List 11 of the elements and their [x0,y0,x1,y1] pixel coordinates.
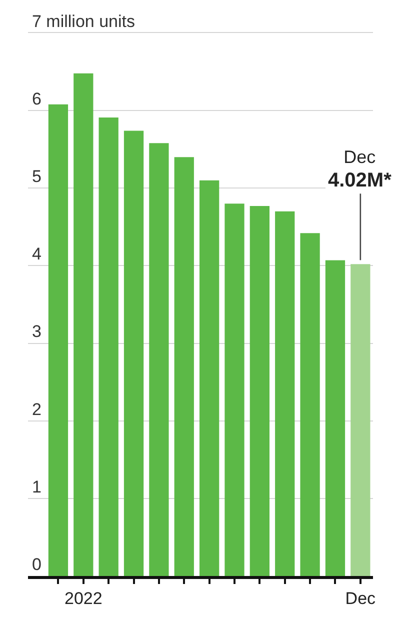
y-tick-label: 7 million units [32,12,135,31]
y-tick-label: 1 [32,477,42,496]
y-tick-label: 4 [32,244,42,264]
y-tick-label: 2 [32,400,42,419]
x-tick-label: Dec [345,589,376,608]
y-tick-label: 6 [32,90,42,109]
y-tick-label: 5 [32,167,42,186]
annotation: Dec 4.02M* [328,147,392,192]
y-tick-label: 0 [32,554,42,574]
y-tick-label: 3 [32,322,42,342]
x-tick-label: 2022 [64,589,102,608]
